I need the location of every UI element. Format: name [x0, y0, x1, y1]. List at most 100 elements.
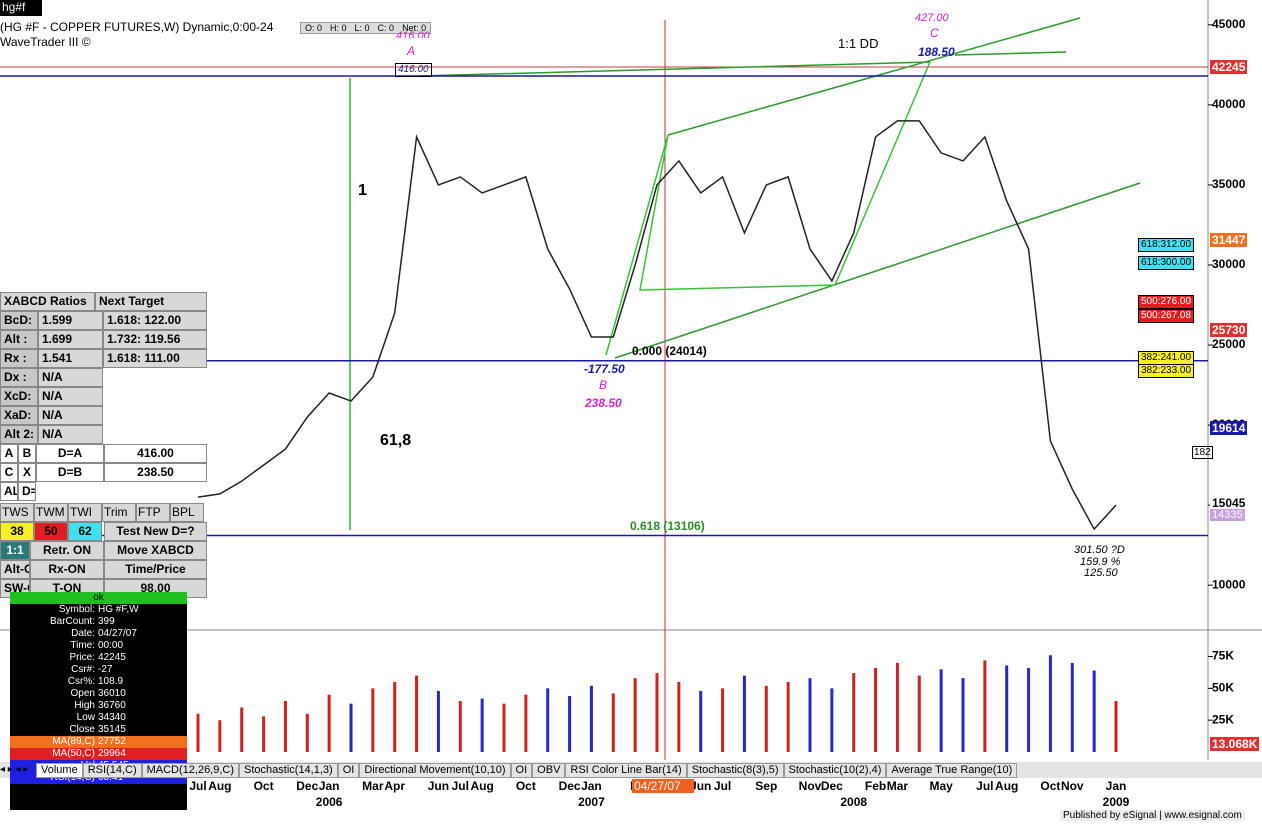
volume-bar: [830, 688, 834, 752]
volume-bar: [983, 660, 987, 752]
year-label: 2007: [578, 795, 605, 809]
trendline: [614, 182, 1141, 359]
level-button: 50: [34, 522, 68, 541]
ohlc: O: 0: [305, 23, 323, 33]
data-value: -27: [98, 664, 113, 675]
x-tick-label: Oct: [1040, 779, 1060, 793]
data-row: High 36760: [10, 700, 187, 712]
ratio-cell: N/A: [38, 368, 103, 387]
volume-bar: [283, 701, 287, 752]
x-tick-label: Mar: [887, 779, 909, 793]
data-value: 42245: [98, 652, 126, 663]
data-value: 34340: [98, 712, 126, 723]
x-tick-label: Apr: [384, 779, 405, 793]
level-button: 62: [68, 522, 102, 541]
volume-bar: [589, 685, 593, 752]
panel-title: Next Target: [95, 292, 207, 311]
toggle: Time/Price: [104, 560, 207, 579]
volume-bar: [546, 688, 550, 752]
tab[interactable]: OI: [337, 763, 360, 778]
ratio-cell: BcD:: [0, 311, 38, 330]
price-tag: 14335: [1210, 509, 1245, 521]
data-row: Price: 42245: [10, 652, 187, 664]
tab[interactable]: RSI(14,C): [82, 763, 142, 778]
study-name: WaveTrader III ©: [0, 35, 91, 49]
x-tick-label: Dec: [821, 779, 843, 793]
price-tag: 31447: [1210, 233, 1248, 247]
ratio-cell: Dx :: [0, 368, 38, 387]
volume-bar: [568, 696, 572, 752]
y-tick-label: 25K: [1212, 712, 1234, 726]
fib-box: 382:233.00: [1138, 364, 1195, 378]
point-cell: ALL: [0, 482, 18, 501]
year-label: 2006: [316, 795, 343, 809]
price-line: [197, 120, 1117, 531]
tab[interactable]: Directional Movement(10,10): [359, 763, 511, 778]
annotation: 0.618 (13106): [630, 519, 705, 533]
volume-bar: [961, 678, 965, 752]
ratio-cell: N/A: [38, 406, 103, 425]
data-row: Csr%: 108.9: [10, 676, 187, 688]
fib-box: 618:312.00: [1138, 238, 1195, 252]
data-label: Price:: [69, 652, 95, 663]
ohlc: H: 0: [330, 23, 347, 33]
volume-bar: [939, 669, 943, 752]
volume-bar: [1005, 665, 1009, 752]
fib-box: 500:267.08: [1138, 309, 1195, 323]
annotation: -177.50: [584, 362, 625, 376]
point-cell: 238.50: [104, 463, 207, 482]
tab[interactable]: RSI Color Line Bar(14): [565, 763, 687, 778]
data-value: 29964: [98, 748, 126, 759]
volume-bar: [524, 694, 528, 752]
annotation: 416.00: [395, 63, 432, 77]
annotation: 238.50: [585, 396, 622, 410]
tab[interactable]: Stochastic(10(2),4): [783, 763, 887, 778]
data-value: 399: [98, 616, 115, 627]
x-tick-label: May: [929, 779, 953, 793]
data-value: 27752: [98, 736, 126, 747]
x-tick-label: Jul: [714, 779, 731, 793]
tab[interactable]: Stochastic(8(3),5): [686, 763, 784, 778]
data-label: Open: [70, 688, 95, 699]
data-row: BarCount: 399: [10, 616, 187, 628]
volume-bar: [895, 662, 899, 752]
point-cell: D=B: [36, 463, 104, 482]
volume-bar: [742, 675, 746, 752]
volume-bar: [874, 668, 878, 752]
tab[interactable]: OI: [510, 763, 533, 778]
x-tick-label: Feb: [865, 779, 886, 793]
data-row: Open 36010: [10, 688, 187, 700]
volume-bar: [1027, 668, 1031, 752]
data-label: Time:: [70, 640, 95, 651]
data-row: Low 34340: [10, 712, 187, 724]
y-tick-label: 10000: [1212, 577, 1246, 591]
data-value: 108.9: [98, 676, 124, 687]
button: TWI: [68, 503, 102, 522]
ratio-cell: Alt 2:: [0, 425, 38, 444]
point-cell: A: [0, 444, 18, 463]
trendline: [954, 51, 1067, 56]
annotation: B: [599, 378, 608, 392]
ratio-cell: N/A: [38, 387, 103, 406]
x-tick-label: Jul: [189, 779, 206, 793]
volume-bar: [1070, 662, 1074, 752]
tab[interactable]: MACD(12,26,9,C): [141, 763, 240, 778]
data-label: MA(50,C): [52, 748, 95, 759]
tab[interactable]: Volume: [36, 763, 83, 778]
volume-bar: [458, 701, 462, 752]
button: TWM: [34, 503, 68, 522]
data-label: BarCount:: [49, 616, 95, 627]
x-tick-label: Nov: [1061, 779, 1084, 793]
tab[interactable]: Average True Range(10): [886, 763, 1018, 778]
volume-bar: [196, 713, 200, 752]
abcd-pattern: [605, 61, 931, 356]
ratio-cell: 1.599: [38, 311, 103, 330]
tab[interactable]: OBV: [532, 763, 566, 778]
x-tick-label: Nov: [799, 779, 822, 793]
volume-bar: [305, 713, 309, 752]
price-tag: 182: [1192, 446, 1213, 459]
x-tick-label: Aug: [995, 779, 1018, 793]
tab[interactable]: Stochastic(14,1,3): [239, 763, 338, 778]
volume-bar: [808, 678, 812, 752]
